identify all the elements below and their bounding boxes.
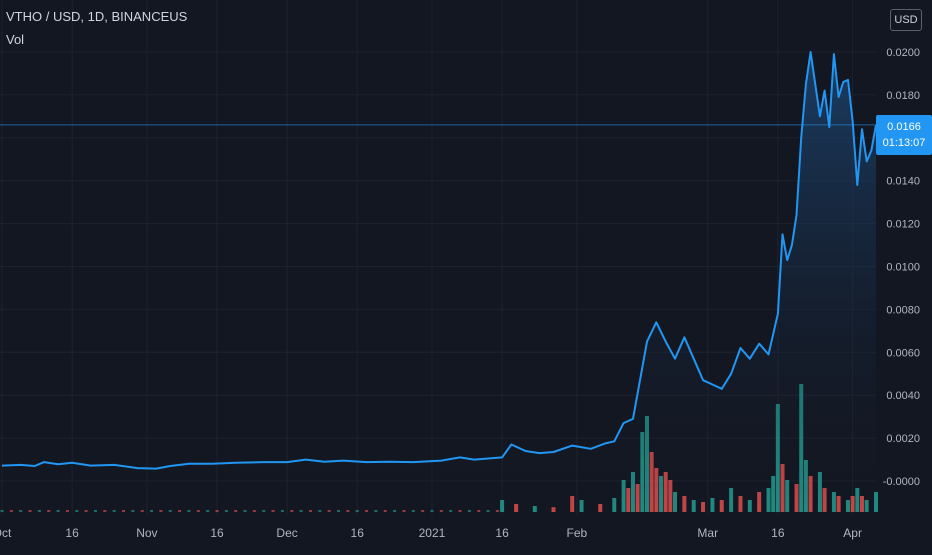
x-tick-label: Mar	[697, 526, 718, 540]
volume-label[interactable]: Vol	[6, 32, 25, 47]
x-tick-label: 16	[65, 526, 79, 540]
y-tick-label: 0.0180	[886, 90, 920, 102]
x-tick-label: Oct	[0, 526, 12, 540]
last-price-value: 0.0166	[887, 120, 921, 133]
y-tick-label: 0.0120	[886, 219, 920, 231]
y-tick-label: 0.0100	[886, 262, 920, 274]
y-tick-label: 0.0020	[886, 433, 920, 445]
x-tick-label: Dec	[276, 526, 297, 540]
price-line-layer	[1, 51, 877, 470]
y-tick-label: 0.0080	[886, 304, 920, 316]
x-tick-label: Nov	[136, 526, 157, 540]
x-tick-label: Apr	[843, 526, 862, 540]
y-tick-label: 0.0060	[886, 347, 920, 359]
currency-button[interactable]: USD	[890, 9, 922, 31]
x-tick-label: 16	[210, 526, 224, 540]
last-price-tag: 0.0166 01:13:07	[876, 115, 932, 155]
y-tick-label: 0.0040	[886, 390, 920, 402]
x-tick-label: 16	[495, 526, 509, 540]
symbol-title[interactable]: VTHO / USD, 1D, BINANCEUS	[6, 9, 188, 24]
x-tick-label: 2021	[419, 526, 446, 540]
price-area	[2, 52, 876, 515]
x-tick-label: 16	[351, 526, 365, 540]
x-tick-label: Feb	[567, 526, 588, 540]
price-area-fill	[2, 52, 876, 515]
y-tick-label: 0.0200	[886, 47, 920, 59]
price-line[interactable]	[1, 51, 877, 470]
y-tick-label: 0.0140	[886, 176, 920, 188]
time-axis[interactable]: Oct 16 Nov 16 Dec 16 2021 16 Feb Mar 16 Apr	[0, 526, 862, 540]
chart-legend[interactable]: VTHO / USD, 1D, BINANCEUS Vol	[6, 10, 187, 46]
price-axis[interactable]: 0.02000.01800.01600.01400.01200.01000.00…	[883, 47, 920, 488]
x-tick-label: 16	[771, 526, 785, 540]
y-tick-label: -0.0000	[883, 476, 920, 488]
bar-countdown: 01:13:07	[882, 136, 926, 149]
